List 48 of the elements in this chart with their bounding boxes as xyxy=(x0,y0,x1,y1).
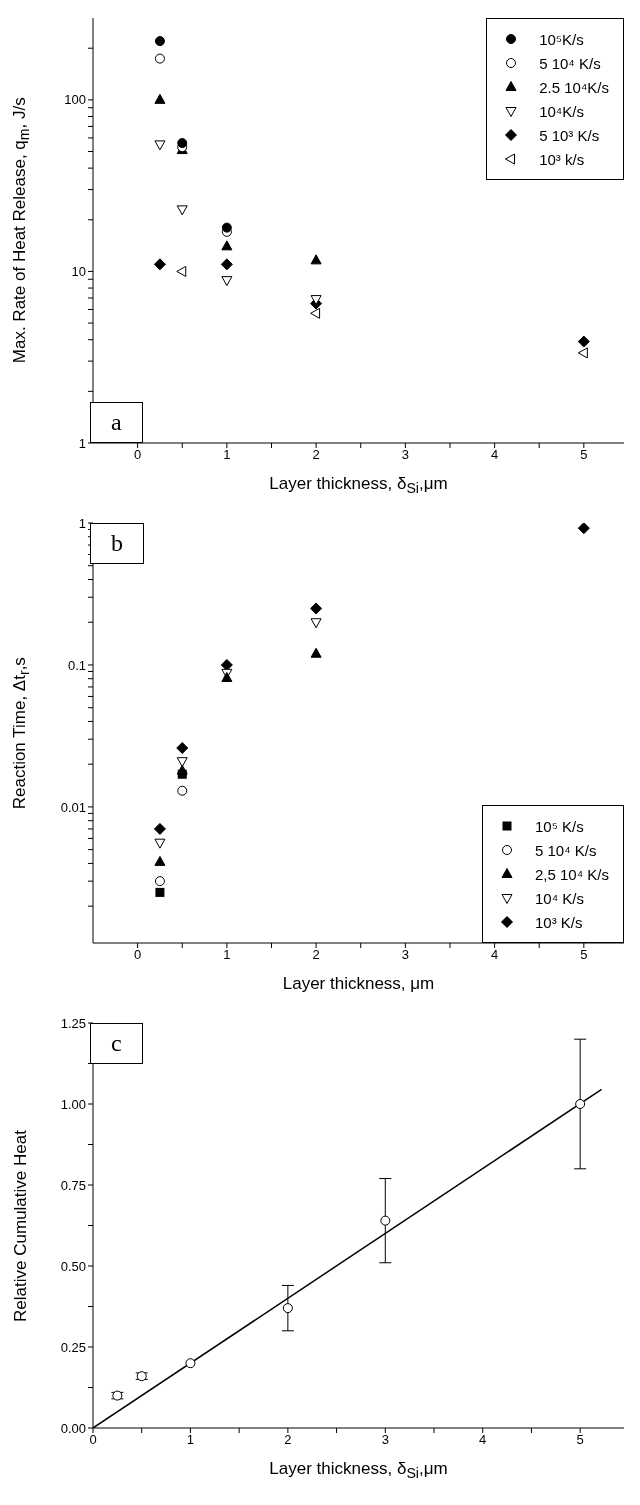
y-tick-label: 1 xyxy=(78,515,86,531)
x-tick-label: 1 xyxy=(223,447,231,463)
y-tick-label: 0.00 xyxy=(60,1420,86,1436)
y-tick-label: 100 xyxy=(64,92,86,108)
x-axis-title: Layer thickness, δ$_{Si}$,μm xyxy=(268,1459,449,1482)
x-tick-label: 4 xyxy=(479,1432,487,1448)
legend-label: 10³ K/s xyxy=(535,913,583,931)
legend-label: 5 10⁴ K/s xyxy=(535,841,597,859)
x-tick-label: 3 xyxy=(381,1432,389,1448)
x-tick-label: 3 xyxy=(401,947,409,963)
x-tick-label: 2 xyxy=(312,447,320,463)
annotation: b xyxy=(90,523,144,564)
legend-label: 5 10⁴ K/s xyxy=(539,54,601,72)
x-tick-label: 2 xyxy=(312,947,320,963)
x-tick-label: 0 xyxy=(89,1432,97,1448)
y-tick-label: 10 xyxy=(71,264,86,280)
annotation: c xyxy=(90,1023,143,1064)
y-tick-label: 0.50 xyxy=(60,1258,86,1274)
x-tick-label: 4 xyxy=(490,947,499,963)
x-tick-label: 5 xyxy=(580,447,588,463)
y-tick-label: 1.00 xyxy=(60,1096,86,1112)
x-tick-label: 5 xyxy=(580,947,588,963)
x-axis-title: Layer thickness, μm xyxy=(281,974,436,994)
y-tick-label: 0.1 xyxy=(67,657,86,673)
y-axis-title: Relative Cumulative Heat xyxy=(11,1129,31,1322)
legend-label: 10³ k/s xyxy=(539,150,585,168)
y-tick-label: 1.25 xyxy=(60,1015,86,1031)
x-tick-label: 1 xyxy=(223,947,231,963)
x-tick-label: 2 xyxy=(284,1432,292,1448)
y-tick-label: 0.25 xyxy=(60,1339,86,1355)
legend-label: 10⁴ K/s xyxy=(535,889,584,907)
y-tick-label: 0.75 xyxy=(60,1177,86,1193)
x-tick-label: 5 xyxy=(576,1432,584,1448)
x-axis-title: Layer thickness, δ$_{Si}$,μm xyxy=(268,474,449,497)
x-tick-label: 0 xyxy=(134,447,142,463)
x-tick-label: 0 xyxy=(134,947,142,963)
legend-label: 10⁴K/s xyxy=(539,102,584,120)
x-tick-label: 3 xyxy=(401,447,409,463)
x-tick-label: 4 xyxy=(490,447,499,463)
legend-label: 10⁵ K/s xyxy=(535,817,584,835)
y-tick-label: 0.01 xyxy=(60,799,86,815)
x-tick-label: 1 xyxy=(186,1432,195,1448)
legend-label: 5 10³ K/s xyxy=(539,126,600,144)
y-tick-label: 1 xyxy=(78,435,86,451)
legend-label: 10⁵K/s xyxy=(539,30,584,48)
annotation: a xyxy=(90,402,143,443)
legend-label: 2,5 10⁴ K/s xyxy=(535,865,609,883)
legend-label: 2.5 10⁴K/s xyxy=(539,78,609,96)
